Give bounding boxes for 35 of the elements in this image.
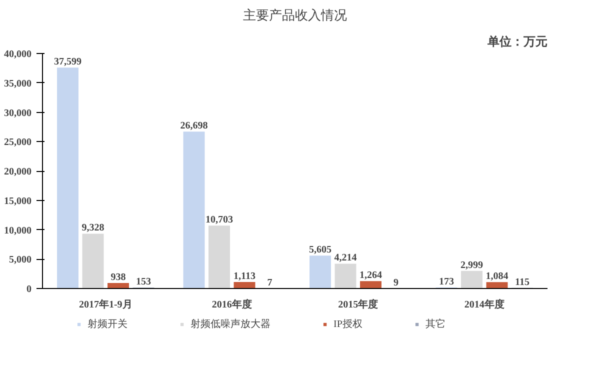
y-tick-label: 20,000 bbox=[4, 166, 32, 178]
data-label: 2,999 bbox=[460, 260, 483, 271]
data-label: 115 bbox=[515, 276, 530, 288]
data-label: 5,605 bbox=[309, 244, 332, 256]
data-label: 173 bbox=[439, 276, 454, 288]
y-tick-label: 25,000 bbox=[4, 137, 32, 148]
x-tick-label: 2015年度 bbox=[338, 298, 378, 310]
y-tick-label: 10,000 bbox=[4, 225, 32, 236]
data-label: 10,703 bbox=[206, 214, 233, 226]
legend-label: 射频低噪声放大器 bbox=[190, 318, 271, 331]
y-tick-label: 35,000 bbox=[4, 78, 32, 90]
y-tick-label: 15,000 bbox=[4, 196, 32, 207]
y-tick-label: 40,000 bbox=[4, 49, 32, 60]
x-tick-label: 2014年度 bbox=[464, 298, 504, 310]
data-label: 7 bbox=[267, 277, 272, 288]
data-label: 1,113 bbox=[234, 270, 256, 282]
y-tick-label: 5,000 bbox=[9, 254, 32, 266]
data-label: 26,698 bbox=[180, 120, 208, 132]
legend-label: 射频开关 bbox=[88, 318, 128, 331]
data-label: 1,084 bbox=[486, 271, 508, 282]
data-label: 37,599 bbox=[54, 56, 82, 68]
legend-label: 其它 bbox=[425, 318, 446, 331]
x-tick-label: 2017年1-9月 bbox=[78, 298, 132, 310]
legend-label: IP授权 bbox=[334, 318, 362, 331]
text: 单位：万元 bbox=[486, 34, 548, 48]
data-label: 938 bbox=[110, 272, 126, 283]
data-label: 9 bbox=[394, 277, 398, 288]
chart-title: 主要产品收入情况 bbox=[243, 8, 347, 22]
y-tick-label: 30,000 bbox=[4, 108, 32, 119]
data-label: 4,214 bbox=[334, 252, 357, 264]
data-label: 9,328 bbox=[82, 222, 104, 234]
y-tick-label: 0 bbox=[26, 284, 32, 295]
data-label: 153 bbox=[136, 276, 151, 288]
x-tick-label: 2016年度 bbox=[212, 298, 252, 310]
data-label: 1,264 bbox=[360, 270, 382, 282]
